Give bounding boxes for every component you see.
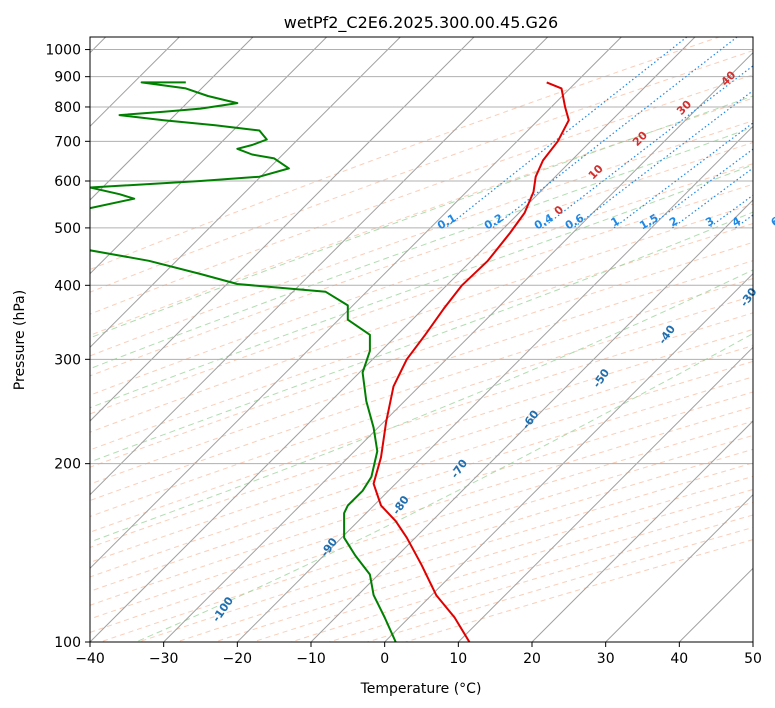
moist-adiabat-line xyxy=(90,95,753,339)
y-tick-label: 800 xyxy=(54,100,81,116)
isotherm-line xyxy=(531,420,753,642)
isotherm-line xyxy=(90,37,549,496)
background-lines xyxy=(90,37,753,642)
y-tick-label: 700 xyxy=(54,134,81,150)
mixing-ratio-line xyxy=(542,65,753,229)
moist-adiabat-line xyxy=(135,333,753,642)
isotherm-line xyxy=(605,493,753,642)
isotherm-line xyxy=(384,272,753,642)
y-tick-label: 600 xyxy=(54,174,81,190)
isotherm-line xyxy=(90,37,475,422)
x-tick-label: −40 xyxy=(75,651,105,667)
mixing-ratio-label: 6 xyxy=(769,214,775,229)
y-tick-label: 300 xyxy=(54,352,81,368)
y-tick-label: 200 xyxy=(54,457,81,473)
isotherm-line xyxy=(310,199,753,642)
x-tick-label: 50 xyxy=(744,651,762,667)
isotherm-line xyxy=(90,37,254,201)
mixing-ratio-line xyxy=(572,89,753,229)
x-tick-label: 20 xyxy=(523,651,541,667)
x-tick-label: 40 xyxy=(670,651,688,667)
y-tick-label: 400 xyxy=(54,278,81,294)
plot-frame xyxy=(89,36,754,643)
isotherm-line xyxy=(90,37,328,275)
temperature-line xyxy=(372,81,570,642)
x-tick-label: −10 xyxy=(296,651,326,667)
x-tick-label: 30 xyxy=(597,651,615,667)
isotherm-line xyxy=(90,37,696,642)
dry-adiabat-line xyxy=(90,295,753,518)
isotherm-line xyxy=(90,37,622,570)
y-axis-label: Pressure (hPa) xyxy=(12,290,28,390)
y-tick-label: 1000 xyxy=(45,43,81,59)
moist-adiabat-line xyxy=(90,211,753,463)
x-tick-label: 10 xyxy=(449,651,467,667)
axis-ticks: −40 −30 −20 −10 0 10 20 30 40 50 1000 900 800 700 600 5… xyxy=(45,43,762,667)
moist-adiabat-line xyxy=(90,126,753,370)
dewpoint-line xyxy=(90,81,397,642)
y-tick-label: 100 xyxy=(54,635,81,651)
chart-title: wetPf2_C2E6.2025.300.00.45.G26 xyxy=(284,13,558,33)
profile-lines xyxy=(90,81,570,642)
mixing-ratio-line xyxy=(672,167,753,229)
isotherm-line xyxy=(236,125,753,642)
x-tick-label: −20 xyxy=(223,651,253,667)
isotherm-line xyxy=(163,51,753,642)
moist-adiabat-line xyxy=(90,164,753,409)
y-tick-label: 500 xyxy=(54,221,81,237)
isotherm-line xyxy=(457,346,753,642)
dry-adiabat-line xyxy=(90,345,753,563)
dry-adiabat-line xyxy=(90,222,753,451)
x-tick-label: 0 xyxy=(380,651,389,667)
dry-adiabat-line xyxy=(90,328,753,548)
mixing-ratio-line xyxy=(492,37,738,229)
x-tick-label: −30 xyxy=(149,651,179,667)
x-axis-label: Temperature (°C) xyxy=(360,681,482,697)
isotherm-line xyxy=(90,37,401,349)
y-tick-label: 900 xyxy=(54,70,81,86)
dry-adiabat-line xyxy=(90,278,753,502)
